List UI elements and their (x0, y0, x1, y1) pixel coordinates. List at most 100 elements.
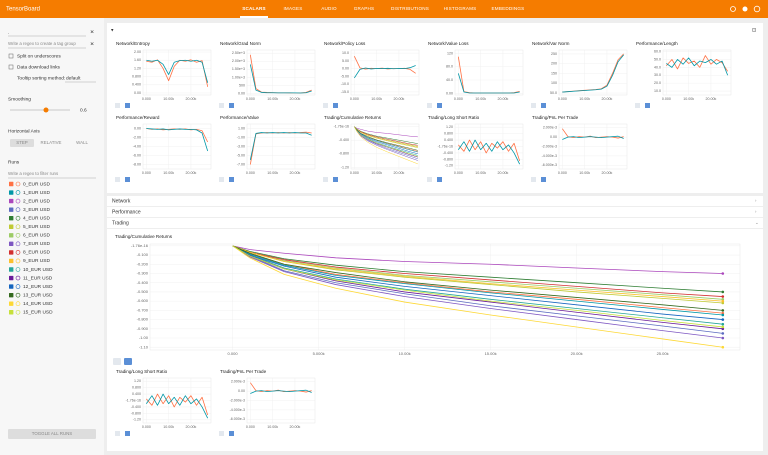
toggle-runs-button[interactable] (8, 429, 96, 439)
settings-button[interactable] (742, 6, 748, 12)
series-line (354, 126, 418, 155)
tag-filter-input[interactable]: . (8, 30, 9, 35)
fit-button[interactable] (531, 103, 536, 108)
fit-button[interactable] (219, 431, 224, 436)
series-line (457, 73, 520, 94)
chart-title: Network/Policy Loss (324, 41, 366, 46)
nav-tab[interactable]: HISTOGRAMS (444, 6, 477, 11)
help-button[interactable] (753, 5, 761, 13)
log-button[interactable] (125, 431, 130, 436)
checkbox[interactable] (8, 64, 14, 70)
log-button[interactable] (229, 103, 234, 108)
axis-option[interactable]: WALL (76, 140, 88, 145)
run-checkbox[interactable] (9, 301, 14, 306)
log-button[interactable] (333, 177, 338, 182)
card-collapse[interactable]: ▾ (111, 28, 114, 33)
fit-button[interactable] (219, 103, 224, 108)
fit-button[interactable] (219, 177, 224, 182)
log-button[interactable] (437, 103, 442, 108)
log-button[interactable] (229, 177, 234, 182)
y-tick-label: 0.400 (132, 392, 141, 396)
clear-button[interactable]: ✕ (90, 29, 94, 35)
run-checkbox[interactable] (9, 198, 14, 204)
fit-button[interactable] (115, 431, 120, 436)
run-checkbox[interactable] (9, 224, 14, 229)
run-name: 15_EUR USD (23, 310, 53, 316)
log-button[interactable] (124, 358, 132, 365)
checkbox-label: Split on underscores (17, 53, 61, 59)
log-button[interactable] (229, 431, 234, 436)
y-tick-label: -0.800 (131, 411, 141, 415)
series-line (232, 245, 723, 334)
fit-button[interactable] (531, 177, 536, 182)
tooltip-sort-select[interactable]: default (66, 75, 81, 81)
series-line (232, 245, 723, 274)
y-tick-label: -5.00 (341, 74, 349, 78)
log-button[interactable] (125, 177, 130, 182)
run-checkbox[interactable] (9, 181, 14, 187)
axis-option[interactable]: RELATIVE (41, 140, 62, 145)
smoothing-value[interactable]: 0.6 (80, 107, 87, 113)
fit-button[interactable] (115, 177, 120, 182)
axis-option[interactable]: STEP (16, 140, 28, 145)
section-header[interactable] (107, 196, 763, 206)
y-tick-label: -0.400 (131, 405, 141, 409)
log-button[interactable] (125, 103, 130, 108)
run-checkbox[interactable] (9, 233, 14, 238)
run-checkbox[interactable] (9, 267, 14, 272)
x-tick-label: 5.000k (313, 351, 325, 356)
fit-button[interactable] (113, 358, 121, 365)
section-header[interactable] (107, 207, 763, 217)
run-checkbox[interactable] (9, 250, 14, 255)
refresh-button[interactable] (730, 6, 736, 12)
run-checkbox[interactable] (9, 258, 14, 264)
series-line (354, 65, 416, 79)
nav-tab[interactable]: AUDIO (321, 6, 337, 11)
nav-tab[interactable]: IMAGES (283, 6, 302, 11)
run-checkbox[interactable] (9, 292, 14, 298)
slider-knob[interactable] (43, 107, 49, 113)
run-name: 1_EUR USD (23, 190, 50, 196)
nav-tab[interactable]: DISTRIBUTIONS (391, 6, 429, 11)
log-button[interactable] (541, 177, 546, 182)
run-color (15, 250, 21, 255)
nav-tab[interactable]: SCALARS (242, 6, 266, 11)
y-tick-label: 2.50e+3 (232, 51, 245, 55)
run-checkbox[interactable] (9, 310, 14, 315)
series-line (354, 126, 418, 144)
y-tick-label: -0.800 (137, 317, 149, 322)
clear-button[interactable]: ✕ (90, 41, 94, 47)
y-tick-label: 1.20 (446, 125, 453, 129)
run-color (15, 233, 21, 238)
nav-tab[interactable]: EMBEDDINGS (492, 6, 525, 11)
log-button[interactable] (437, 177, 442, 182)
log-button[interactable] (541, 103, 546, 108)
run-name: 3_EUR USD (23, 207, 50, 213)
run-checkbox[interactable] (9, 284, 14, 289)
nav-tab[interactable]: GRAPHS (354, 6, 375, 11)
fit-button[interactable] (323, 103, 328, 108)
log-button[interactable] (333, 103, 338, 108)
run-checkbox[interactable] (9, 241, 14, 247)
fit-button[interactable] (635, 103, 640, 108)
card-expand[interactable]: ⊡ (752, 27, 756, 33)
chart-title: Trading/PnL Per Trade (220, 369, 267, 374)
run-checkbox[interactable] (9, 216, 14, 221)
checkbox[interactable] (8, 53, 14, 59)
log-button[interactable] (645, 103, 650, 108)
fit-button[interactable] (427, 103, 432, 108)
fit-button[interactable] (115, 103, 120, 108)
run-color (15, 301, 21, 307)
run-checkbox[interactable] (9, 275, 14, 281)
tag-group-input[interactable]: Write a regex to create a tag group (8, 41, 76, 46)
runs-filter-input[interactable]: Write a regex to filter runs (8, 171, 59, 176)
y-tick-label: -0.600 (137, 298, 149, 303)
chart-title: Network/Grad Norm (220, 41, 261, 46)
fit-button[interactable] (323, 177, 328, 182)
run-checkbox[interactable] (9, 190, 14, 195)
section-header[interactable] (107, 218, 763, 228)
run-checkbox[interactable] (9, 207, 14, 212)
y-tick-label: -0.200 (137, 261, 149, 266)
y-tick-label: -8.00 (133, 162, 141, 166)
fit-button[interactable] (427, 177, 432, 182)
